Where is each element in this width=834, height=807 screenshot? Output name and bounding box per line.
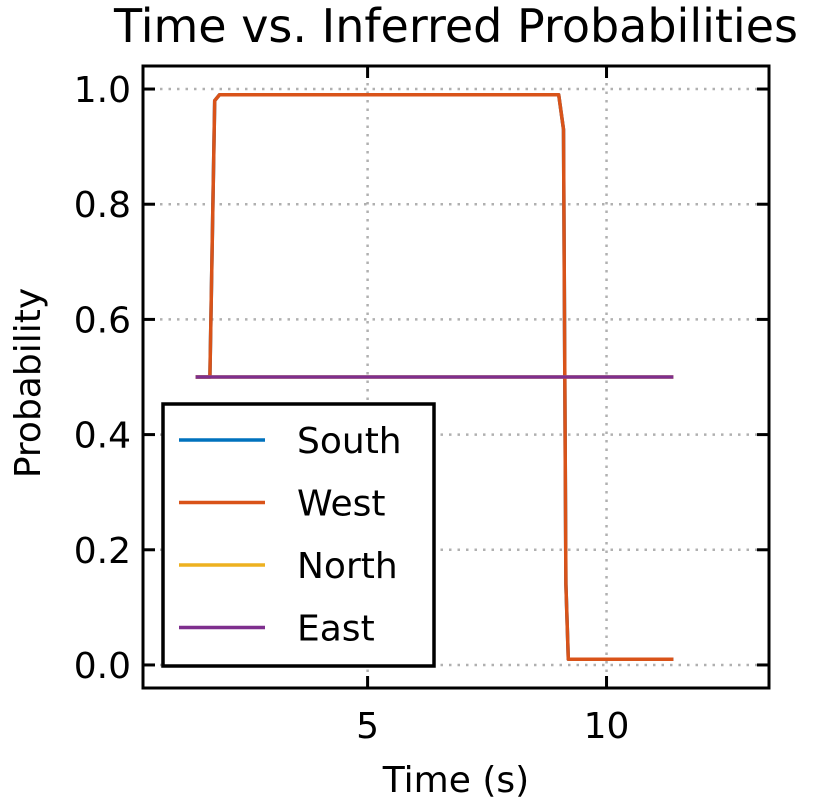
y-tick-label: 0.0: [74, 646, 131, 687]
y-tick-label: 0.6: [74, 300, 131, 341]
y-tick-label: 0.8: [74, 185, 131, 226]
legend-label-east: East: [297, 609, 375, 650]
y-tick-label: 1.0: [74, 70, 131, 111]
plot-frame: [141, 64, 771, 690]
series-line-west: [195, 93, 674, 661]
y-tick-label: 0.4: [74, 416, 131, 457]
legend-label-west: West: [297, 484, 386, 525]
chart-title: Time vs. Inferred Probabilities: [113, 0, 798, 53]
legend-label-south: South: [297, 421, 402, 462]
series-lines: [195, 93, 674, 661]
x-tick-label: 5: [356, 706, 379, 747]
legend: South West North East: [161, 402, 436, 668]
y-axis-label: Probability: [8, 288, 49, 478]
x-axis-label: Time (s): [382, 760, 529, 801]
axis-ticks: 5 10 0.0 0.2 0.4 0.6 0.8 1.0: [74, 66, 769, 747]
legend-label-north: North: [297, 546, 398, 587]
y-tick-label: 0.2: [74, 531, 131, 572]
legend-box: [161, 402, 436, 668]
x-tick-label: 10: [584, 706, 630, 747]
